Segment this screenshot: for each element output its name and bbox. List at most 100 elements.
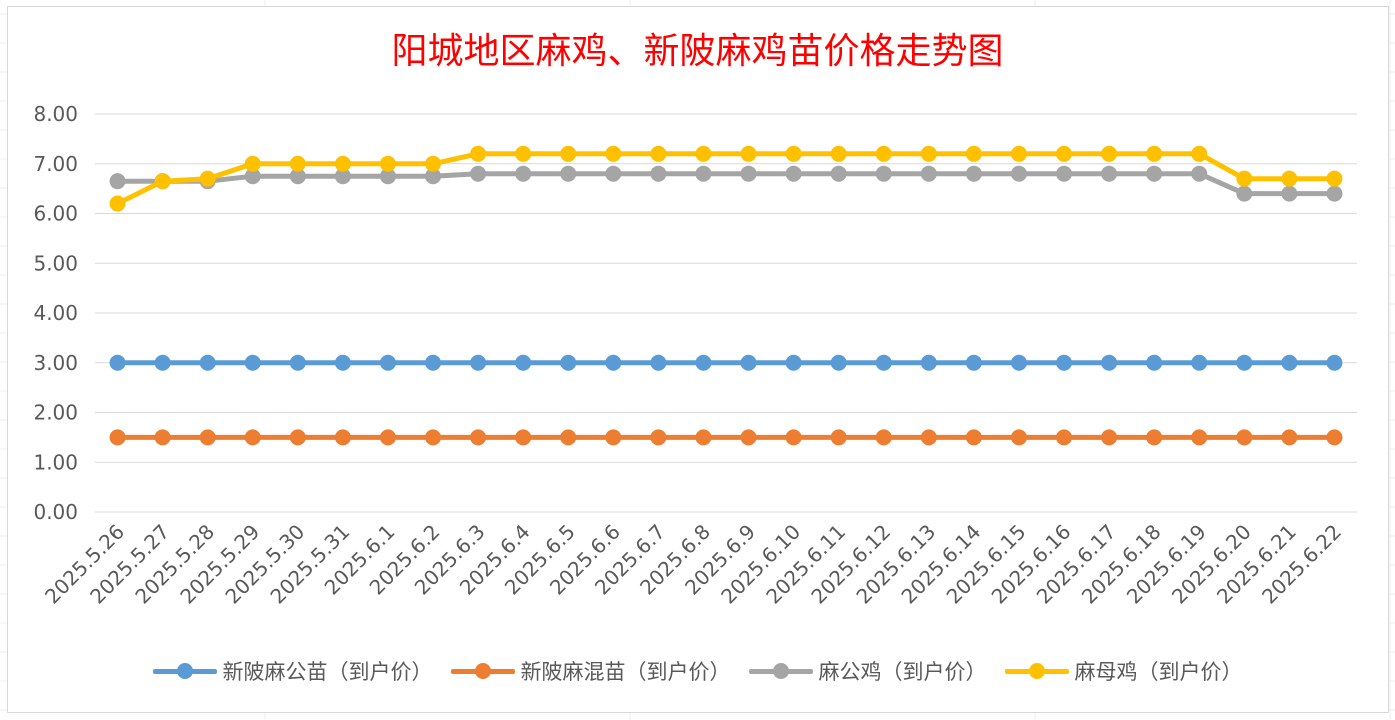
legend-swatch [1004, 661, 1069, 681]
series-2-point [379, 429, 396, 446]
series-4-point [560, 145, 577, 162]
series-3-point [470, 165, 487, 182]
legend-swatch [450, 661, 515, 681]
series-1-point [605, 354, 622, 371]
y-tick-label: 0.00 [33, 500, 78, 524]
legend-label: 麻母鸡（到户价） [1074, 660, 1243, 684]
series-2-point [289, 429, 306, 446]
series-4-point [785, 145, 802, 162]
series-1-point [1281, 354, 1298, 371]
y-tick-label: 2.00 [33, 401, 78, 425]
y-tick-label: 8.00 [33, 102, 78, 126]
series-2-point [515, 429, 532, 446]
series-4-point [515, 145, 532, 162]
series-2-point [605, 429, 622, 446]
legend-label: 新陂麻公苗（到户价） [222, 660, 433, 684]
series-4-point [740, 145, 757, 162]
series-2-point [560, 429, 577, 446]
series-4-point [1281, 170, 1298, 187]
series-1-point [650, 354, 667, 371]
y-tick-label: 1.00 [33, 450, 78, 474]
series-1-point [1146, 354, 1163, 371]
legend-swatch-marker [176, 663, 193, 679]
series-1-point [830, 354, 847, 371]
series-4-point [1010, 145, 1027, 162]
series-1-point [244, 354, 261, 371]
series-3-point [875, 165, 892, 182]
series-line-3 [115, 171, 1337, 197]
series-3-point [1236, 185, 1253, 202]
series-2-point [1056, 429, 1073, 446]
series-1-point [785, 354, 802, 371]
series-2-point [244, 429, 261, 446]
series-3-point [785, 165, 802, 182]
series-1-point [920, 354, 937, 371]
series-3-point [1191, 165, 1208, 182]
legend-swatch-marker [474, 663, 491, 679]
legend: 新陂麻公苗（到户价） 新陂麻混苗（到户价） 麻公鸡（到户价） 麻母鸡（到户价） [0, 654, 1395, 688]
series-2-point [334, 429, 351, 446]
series-3-point [740, 165, 757, 182]
series-3-point [109, 173, 126, 190]
legend-swatch-marker [1028, 663, 1045, 679]
series-2-point [199, 429, 216, 446]
series-3-point [920, 165, 937, 182]
series-2-point [830, 429, 847, 446]
legend-swatch-marker [772, 663, 789, 679]
series-1-point [1191, 354, 1208, 371]
series-2-point [785, 429, 802, 446]
y-tick-label: 5.00 [33, 251, 78, 275]
series-2-point [1101, 429, 1118, 446]
series-1-point [109, 354, 126, 371]
series-3-point [1010, 165, 1027, 182]
y-tick-label: 6.00 [33, 202, 78, 226]
series-2-point [1326, 429, 1343, 446]
chart-title: 阳城地区麻鸡、新陂麻鸡苗价格走势图 [391, 31, 1004, 72]
legend-item: 麻公鸡（到户价） [748, 656, 987, 686]
series-3-point [965, 165, 982, 182]
y-tick-label: 3.00 [33, 351, 78, 375]
legend-swatch [748, 661, 813, 681]
y-tick-label: 4.00 [33, 301, 78, 325]
series-1-point [334, 354, 351, 371]
series-2-point [740, 429, 757, 446]
series-4-point [650, 145, 667, 162]
series-2-point [695, 429, 712, 446]
series-2-point [650, 429, 667, 446]
series-4-point [1236, 170, 1253, 187]
series-4-point [695, 145, 712, 162]
series-3-point [695, 165, 712, 182]
series-4-point [334, 155, 351, 172]
legend-label: 新陂麻混苗（到户价） [520, 660, 731, 684]
series-2-point [425, 429, 442, 446]
series-4-point [1191, 145, 1208, 162]
series-1-point [379, 354, 396, 371]
series-4-point [154, 173, 171, 190]
series-4-point [244, 155, 261, 172]
series-1-point [1010, 354, 1027, 371]
series-line-4 [115, 151, 1337, 207]
series-2-point [1146, 429, 1163, 446]
series-1-point [695, 354, 712, 371]
series-3-point [515, 165, 532, 182]
series-3-point [830, 165, 847, 182]
series-4-point [1056, 145, 1073, 162]
series-4-point [605, 145, 622, 162]
series-1-point [875, 354, 892, 371]
series-4-point [425, 155, 442, 172]
series-3-point [1326, 185, 1343, 202]
series-2-point [1236, 429, 1253, 446]
series-3-point [1281, 185, 1298, 202]
series-1-point [1326, 354, 1343, 371]
series-4-point [470, 145, 487, 162]
series-1-point [965, 354, 982, 371]
series-4-point [289, 155, 306, 172]
series-2-point [154, 429, 171, 446]
series-1-point [740, 354, 757, 371]
series-1-point [425, 354, 442, 371]
legend-label: 麻公鸡（到户价） [818, 660, 987, 684]
y-tick-label: 7.00 [33, 152, 78, 176]
series-3-point [605, 165, 622, 182]
series-2-point [875, 429, 892, 446]
